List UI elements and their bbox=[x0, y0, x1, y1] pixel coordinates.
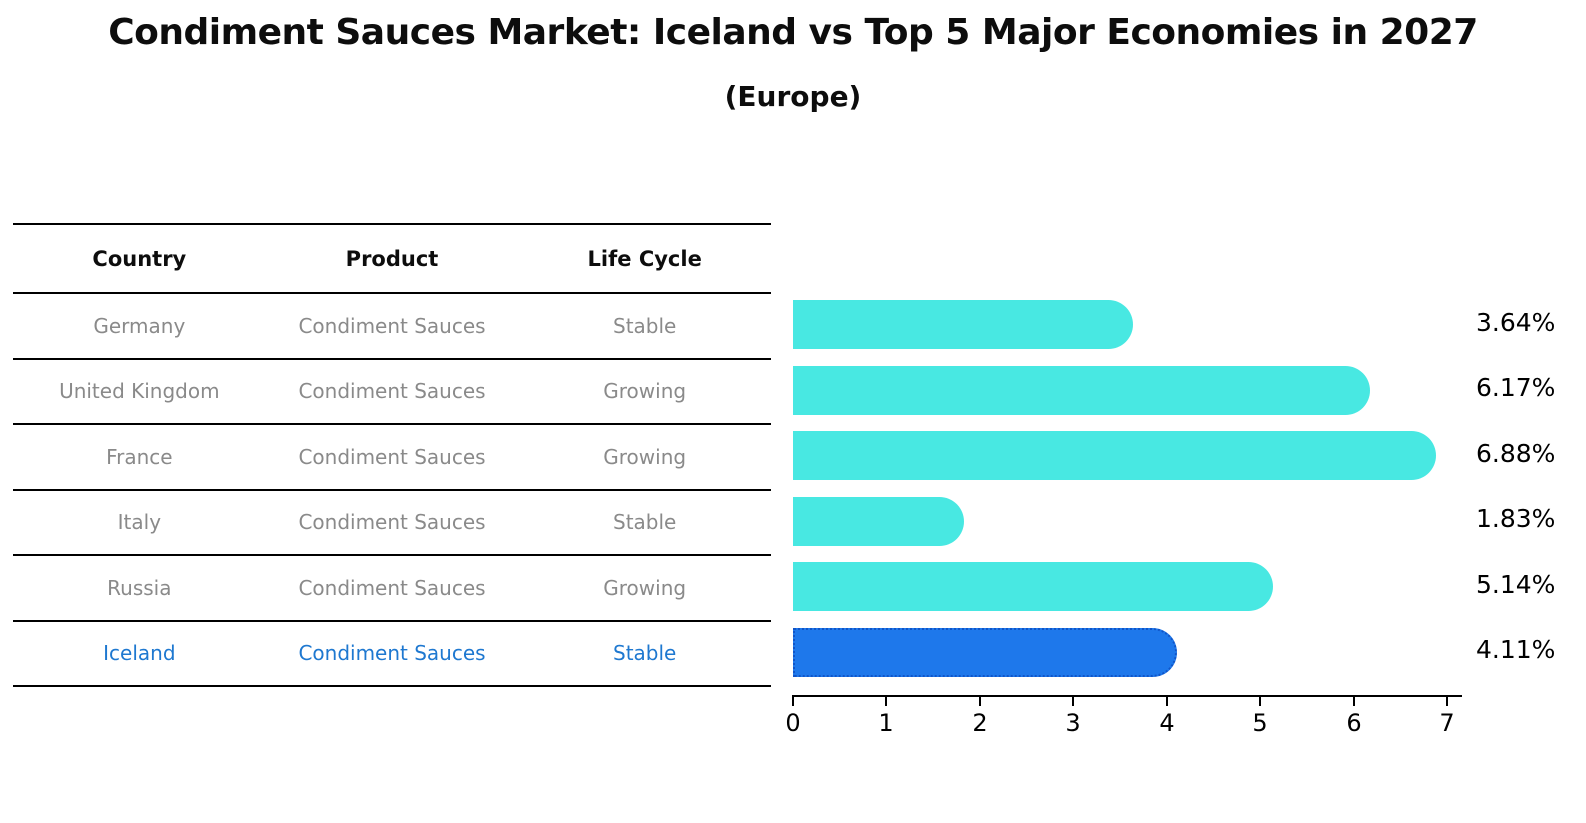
cell-life-cycle: Stable bbox=[613, 510, 677, 535]
cell-life-cycle: Growing bbox=[603, 379, 687, 404]
header-cell-life-cycle: Life Cycle bbox=[587, 246, 702, 271]
tick-label: 0 bbox=[785, 709, 801, 737]
cell-product: Condiment Sauces bbox=[298, 510, 486, 535]
tick-label: 2 bbox=[972, 709, 988, 737]
cell-product: Condiment Sauces bbox=[298, 379, 486, 404]
table-header-row: Country Product Life Cycle bbox=[13, 225, 771, 294]
table-row-germany: Germany Condiment Sauces Stable bbox=[13, 294, 771, 360]
value-label-united-kingdom: 6.17% bbox=[1476, 373, 1556, 402]
cell-product: Condiment Sauces bbox=[298, 575, 486, 600]
chart-subtitle: (Europe) bbox=[724, 80, 862, 113]
bar-chart bbox=[793, 292, 1466, 685]
value-label-italy: 1.83% bbox=[1476, 504, 1556, 533]
table-row-iceland: Iceland Condiment Sauces Stable bbox=[13, 622, 771, 687]
value-label-germany: 3.64% bbox=[1476, 308, 1556, 337]
bar-italy bbox=[793, 496, 965, 546]
page-title: Condiment Sauces Market: Iceland vs Top … bbox=[108, 12, 1478, 53]
cell-product: Condiment Sauces bbox=[298, 641, 486, 666]
cell-country: Germany bbox=[93, 313, 186, 338]
cell-product: Condiment Sauces bbox=[298, 444, 486, 469]
bar-iceland bbox=[793, 627, 1178, 677]
tick-mark bbox=[1072, 697, 1074, 706]
bar-russia bbox=[793, 562, 1274, 611]
tick-mark bbox=[885, 697, 887, 706]
cell-country: Italy bbox=[117, 510, 162, 535]
tick-mark bbox=[1166, 697, 1168, 706]
tick-label: 7 bbox=[1439, 709, 1455, 737]
cell-product: Condiment Sauces bbox=[298, 313, 486, 338]
tick-label: 5 bbox=[1252, 709, 1268, 737]
cell-country: France bbox=[106, 444, 173, 469]
tick-mark bbox=[1353, 697, 1355, 706]
bar-united-kingdom bbox=[793, 365, 1370, 415]
bar-germany bbox=[793, 300, 1134, 349]
table-row-russia: Russia Condiment Sauces Growing bbox=[13, 556, 771, 622]
cell-life-cycle: Growing bbox=[603, 575, 687, 600]
table-row-france: France Condiment Sauces Growing bbox=[13, 425, 771, 491]
bar-france bbox=[793, 431, 1437, 480]
comparison-table: Country Product Life Cycle Germany Condi… bbox=[13, 223, 771, 687]
cell-country: United Kingdom bbox=[59, 379, 220, 404]
tick-mark bbox=[1259, 697, 1261, 706]
tick-label: 3 bbox=[1065, 709, 1081, 737]
cell-country: Russia bbox=[107, 575, 172, 600]
x-axis bbox=[792, 695, 1462, 697]
value-label-france: 6.88% bbox=[1476, 439, 1556, 468]
tick-mark bbox=[979, 697, 981, 706]
cell-life-cycle: Stable bbox=[613, 641, 677, 666]
cell-country: Iceland bbox=[103, 641, 176, 666]
header-cell-country: Country bbox=[92, 246, 187, 271]
tick-label: 1 bbox=[878, 709, 894, 737]
cell-life-cycle: Growing bbox=[603, 444, 687, 469]
tick-mark bbox=[1446, 697, 1448, 706]
header-cell-product: Product bbox=[345, 246, 439, 271]
tick-label: 6 bbox=[1346, 709, 1362, 737]
table-row-united-kingdom: United Kingdom Condiment Sauces Growing bbox=[13, 360, 771, 425]
tick-mark bbox=[792, 697, 794, 706]
value-label-russia: 5.14% bbox=[1476, 570, 1556, 599]
cell-life-cycle: Stable bbox=[613, 313, 677, 338]
table-row-italy: Italy Condiment Sauces Stable bbox=[13, 491, 771, 556]
value-label-iceland: 4.11% bbox=[1476, 635, 1556, 664]
tick-label: 4 bbox=[1159, 709, 1175, 737]
